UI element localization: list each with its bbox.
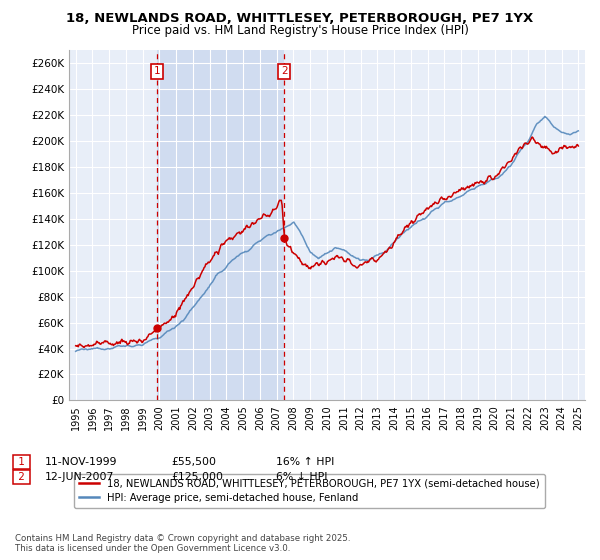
Text: 1: 1 [15, 457, 28, 467]
Text: Contains HM Land Registry data © Crown copyright and database right 2025.
This d: Contains HM Land Registry data © Crown c… [15, 534, 350, 553]
Text: 2: 2 [281, 66, 287, 76]
Legend: 18, NEWLANDS ROAD, WHITTLESEY, PETERBOROUGH, PE7 1YX (semi-detached house), HPI:: 18, NEWLANDS ROAD, WHITTLESEY, PETERBORO… [74, 474, 545, 508]
Text: 11-NOV-1999: 11-NOV-1999 [45, 457, 118, 467]
Text: £55,500: £55,500 [171, 457, 216, 467]
Text: Price paid vs. HM Land Registry's House Price Index (HPI): Price paid vs. HM Land Registry's House … [131, 24, 469, 36]
Text: 16% ↑ HPI: 16% ↑ HPI [276, 457, 334, 467]
Text: 18, NEWLANDS ROAD, WHITTLESEY, PETERBOROUGH, PE7 1YX: 18, NEWLANDS ROAD, WHITTLESEY, PETERBORO… [67, 12, 533, 25]
Text: £125,000: £125,000 [171, 472, 223, 482]
Text: 12-JUN-2007: 12-JUN-2007 [45, 472, 115, 482]
Text: 2: 2 [15, 472, 28, 482]
Text: 6% ↓ HPI: 6% ↓ HPI [276, 472, 328, 482]
Bar [157, 50, 284, 400]
Text: 1: 1 [154, 66, 161, 76]
